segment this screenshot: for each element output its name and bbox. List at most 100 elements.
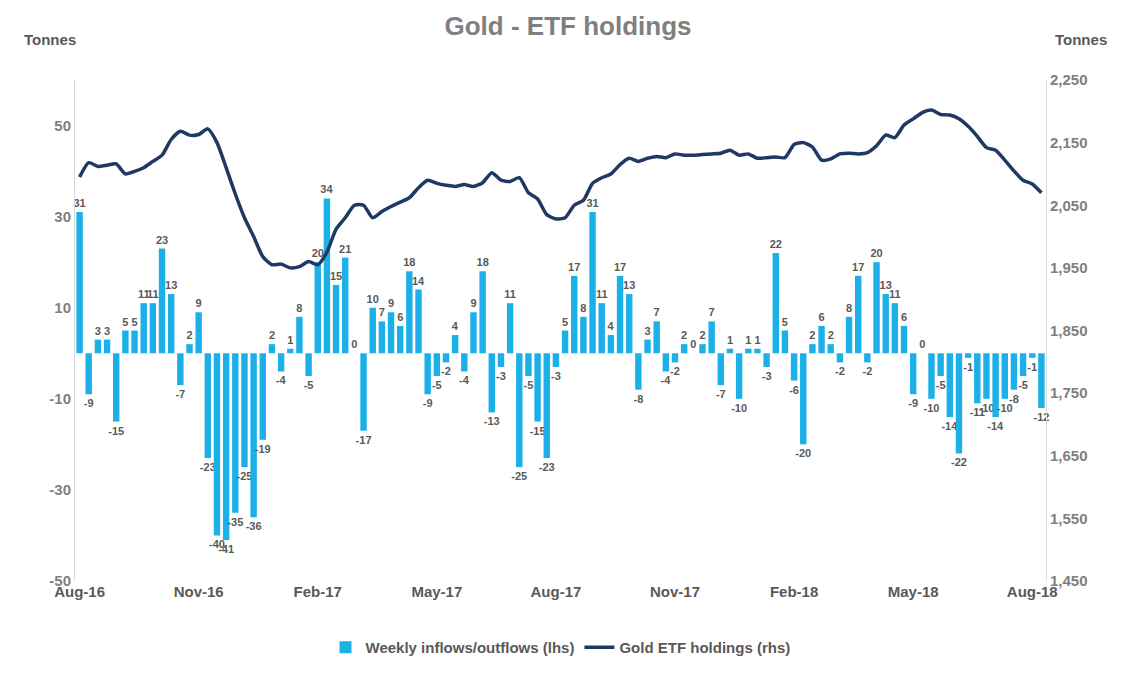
svg-text:1: 1: [754, 334, 760, 346]
svg-text:-6: -6: [789, 384, 799, 396]
svg-text:1,950: 1,950: [1050, 259, 1088, 276]
svg-text:-1: -1: [1027, 361, 1037, 373]
svg-text:-2: -2: [835, 365, 845, 377]
svg-text:Nov-16: Nov-16: [174, 583, 224, 600]
svg-text:3: 3: [644, 325, 650, 337]
svg-text:-35: -35: [227, 516, 243, 528]
svg-text:30: 30: [54, 208, 71, 225]
svg-text:1,450: 1,450: [1050, 572, 1088, 589]
svg-text:Gold ETF holdings (rhs): Gold ETF holdings (rhs): [619, 639, 790, 656]
svg-text:31: 31: [73, 197, 85, 209]
svg-text:-23: -23: [539, 461, 555, 473]
svg-text:-30: -30: [49, 481, 71, 498]
svg-text:-2: -2: [441, 365, 451, 377]
svg-text:18: 18: [403, 256, 415, 268]
svg-text:2,150: 2,150: [1050, 134, 1088, 151]
svg-text:-22: -22: [951, 456, 967, 468]
svg-text:-36: -36: [246, 520, 262, 532]
svg-text:-4: -4: [276, 374, 287, 386]
svg-text:-25: -25: [511, 470, 527, 482]
svg-text:11: 11: [147, 288, 159, 300]
svg-text:20: 20: [870, 247, 882, 259]
svg-text:11: 11: [889, 288, 901, 300]
svg-text:20: 20: [312, 247, 324, 259]
svg-text:-3: -3: [496, 370, 506, 382]
svg-text:1,550: 1,550: [1050, 510, 1088, 527]
svg-text:8: 8: [846, 302, 852, 314]
svg-text:-11: -11: [970, 406, 985, 418]
svg-text:2: 2: [269, 329, 275, 341]
svg-text:1,750: 1,750: [1050, 384, 1088, 401]
svg-text:-17: -17: [356, 434, 372, 446]
svg-text:17: 17: [614, 261, 626, 273]
svg-text:0: 0: [690, 338, 696, 350]
svg-text:0: 0: [919, 338, 925, 350]
svg-text:-23: -23: [200, 461, 216, 473]
svg-text:7: 7: [379, 306, 385, 318]
svg-text:Weekly inflows/outflows (lhs): Weekly inflows/outflows (lhs): [366, 639, 575, 656]
svg-text:Aug-18: Aug-18: [1007, 583, 1058, 600]
svg-text:11: 11: [138, 288, 150, 300]
svg-text:8: 8: [296, 302, 302, 314]
svg-text:1,850: 1,850: [1050, 322, 1088, 339]
svg-text:Nov-17: Nov-17: [650, 583, 700, 600]
svg-text:9: 9: [196, 297, 202, 309]
svg-text:6: 6: [819, 311, 825, 323]
svg-text:10: 10: [54, 299, 71, 316]
svg-text:-10: -10: [979, 402, 995, 414]
svg-text:Tonnes: Tonnes: [24, 31, 76, 48]
svg-text:-3: -3: [762, 370, 772, 382]
svg-text:15: 15: [330, 270, 342, 282]
svg-text:5: 5: [131, 316, 137, 328]
svg-text:-14: -14: [941, 420, 958, 432]
svg-text:21: 21: [339, 243, 351, 255]
svg-text:2,250: 2,250: [1050, 71, 1088, 88]
svg-text:-5: -5: [524, 379, 534, 391]
svg-text:14: 14: [412, 275, 425, 287]
svg-text:2: 2: [699, 329, 705, 341]
svg-text:13: 13: [880, 279, 892, 291]
svg-text:4: 4: [607, 320, 614, 332]
svg-text:-40: -40: [209, 538, 225, 550]
svg-text:4: 4: [452, 320, 459, 332]
svg-text:-8: -8: [633, 393, 643, 405]
svg-text:-7: -7: [175, 388, 185, 400]
svg-text:-9: -9: [423, 397, 433, 409]
svg-text:2: 2: [809, 329, 815, 341]
svg-text:18: 18: [477, 256, 489, 268]
svg-text:50: 50: [54, 117, 71, 134]
svg-text:9: 9: [388, 297, 394, 309]
svg-text:-5: -5: [936, 379, 946, 391]
svg-text:3: 3: [104, 325, 110, 337]
svg-text:May-17: May-17: [411, 583, 462, 600]
svg-text:-2: -2: [862, 365, 872, 377]
svg-text:0: 0: [351, 338, 357, 350]
svg-text:11: 11: [504, 288, 516, 300]
svg-text:-4: -4: [661, 374, 672, 386]
svg-text:5: 5: [122, 316, 128, 328]
svg-text:3: 3: [95, 325, 101, 337]
svg-text:-7: -7: [716, 388, 726, 400]
svg-text:-4: -4: [459, 374, 470, 386]
svg-text:1: 1: [727, 334, 733, 346]
svg-text:6: 6: [901, 311, 907, 323]
svg-text:-10: -10: [997, 402, 1013, 414]
svg-text:-5: -5: [1018, 379, 1028, 391]
svg-text:2: 2: [186, 329, 192, 341]
svg-text:Tonnes: Tonnes: [1055, 31, 1107, 48]
svg-text:31: 31: [586, 197, 598, 209]
svg-text:-15: -15: [530, 425, 546, 437]
svg-text:17: 17: [852, 261, 864, 273]
svg-text:34: 34: [320, 183, 333, 195]
svg-text:Feb-18: Feb-18: [770, 583, 818, 600]
svg-text:2,050: 2,050: [1050, 197, 1088, 214]
svg-text:7: 7: [654, 306, 660, 318]
svg-text:-10: -10: [731, 402, 747, 414]
svg-text:2: 2: [828, 329, 834, 341]
svg-text:6: 6: [397, 311, 403, 323]
svg-text:7: 7: [709, 306, 715, 318]
svg-text:11: 11: [596, 288, 608, 300]
svg-text:-5: -5: [304, 379, 314, 391]
svg-text:-10: -10: [924, 402, 940, 414]
svg-text:9: 9: [470, 297, 476, 309]
